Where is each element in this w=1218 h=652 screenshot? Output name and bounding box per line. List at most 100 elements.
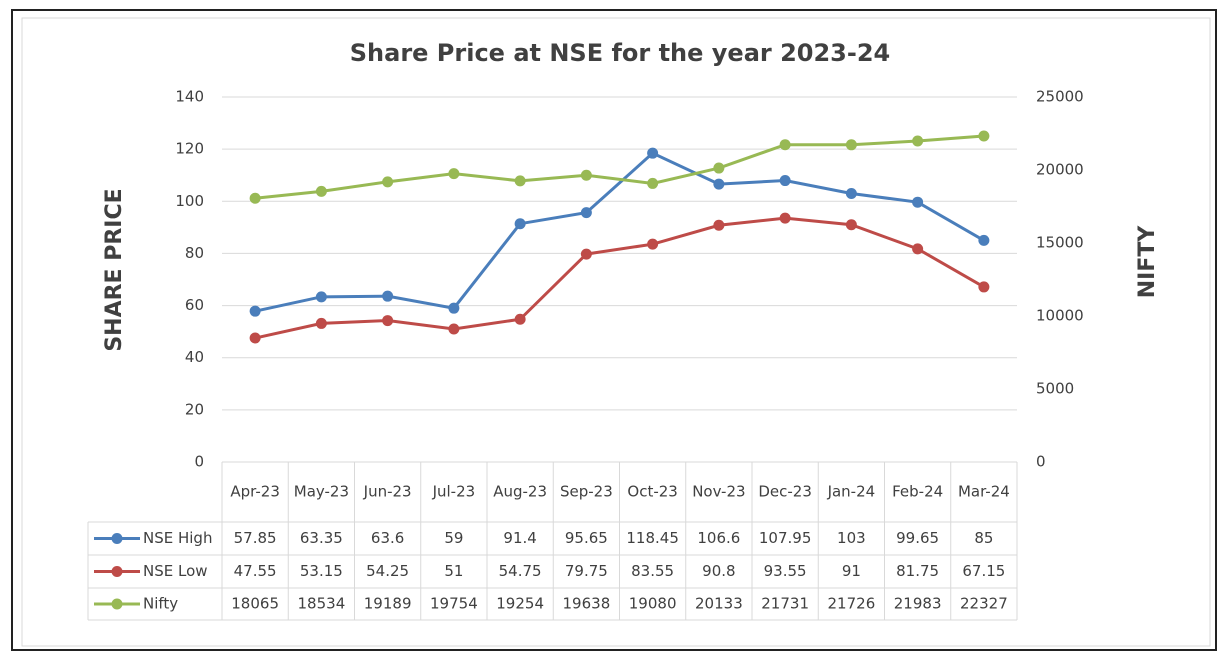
table-value: 54.75 — [499, 562, 542, 580]
table-value: 19080 — [629, 595, 677, 613]
y-tick-label: 140 — [175, 88, 204, 106]
point — [978, 130, 990, 142]
point — [978, 234, 990, 246]
point — [912, 196, 924, 208]
point — [912, 135, 924, 147]
table-value: 90.8 — [702, 562, 735, 580]
table-value: 19638 — [563, 595, 611, 613]
x-tick-label: Jun-23 — [363, 483, 412, 501]
table-value: 91 — [842, 562, 861, 580]
table-value: 21983 — [894, 595, 942, 613]
x-tick-label: Jul-23 — [432, 483, 476, 501]
point — [514, 313, 526, 325]
point — [382, 290, 394, 302]
table-value: 21726 — [828, 595, 876, 613]
point — [580, 248, 592, 260]
y-tick-label: 0 — [194, 453, 204, 471]
point — [315, 291, 327, 303]
table-value: 99.65 — [896, 529, 939, 547]
x-tick-label: Oct-23 — [627, 483, 677, 501]
y-tick-label: 60 — [185, 296, 204, 314]
point — [249, 192, 261, 204]
table-value: 19754 — [430, 595, 478, 613]
point — [315, 185, 327, 197]
point — [647, 147, 659, 159]
point — [448, 323, 460, 335]
point — [580, 207, 592, 219]
point — [249, 332, 261, 344]
point — [713, 162, 725, 174]
table-value: 118.45 — [626, 529, 679, 547]
table-value: 85 — [974, 529, 993, 547]
point — [580, 169, 592, 181]
x-tick-label: Apr-23 — [230, 483, 280, 501]
point — [647, 177, 659, 189]
x-tick-label: May-23 — [294, 483, 349, 501]
x-tick-label: Dec-23 — [758, 483, 812, 501]
point — [845, 219, 857, 231]
legend-label: NSE Low — [143, 562, 208, 580]
series-line — [254, 151, 985, 313]
y2-tick-label: 15000 — [1036, 234, 1084, 252]
y2-tick-label: 0 — [1036, 453, 1046, 471]
table-value: 91.4 — [503, 529, 536, 547]
y2-axis-title: NIFTY — [1135, 225, 1160, 299]
y2-tick-label: 20000 — [1036, 161, 1084, 179]
table-value: 67.15 — [962, 562, 1005, 580]
x-tick-label: Feb-24 — [892, 483, 943, 501]
table-value: 18065 — [231, 595, 279, 613]
table-value: 57.85 — [234, 529, 277, 547]
point — [315, 317, 327, 329]
chart-frame — [21, 17, 1211, 647]
point — [647, 238, 659, 250]
x-tick-label: Mar-24 — [958, 483, 1010, 501]
table-value: 18534 — [298, 595, 346, 613]
y2-tick-label: 25000 — [1036, 88, 1084, 106]
point — [514, 218, 526, 230]
x-tick-label: Jan-24 — [827, 483, 876, 501]
y-tick-label: 20 — [185, 400, 204, 418]
table-value: 103 — [837, 529, 866, 547]
table-value: 47.55 — [234, 562, 277, 580]
x-tick-label: Sep-23 — [560, 483, 613, 501]
point — [382, 315, 394, 327]
x-tick-label: Aug-23 — [493, 483, 547, 501]
legend-marker — [111, 598, 123, 610]
table-value: 54.25 — [366, 562, 409, 580]
x-tick-label: Nov-23 — [692, 483, 745, 501]
table-value: 53.15 — [300, 562, 343, 580]
y-tick-label: 100 — [175, 192, 204, 210]
table-value: 63.35 — [300, 529, 343, 547]
point — [249, 305, 261, 317]
point — [448, 302, 460, 314]
table-value: 51 — [444, 562, 463, 580]
y2-tick-label: 10000 — [1036, 307, 1084, 325]
table-value: 19189 — [364, 595, 412, 613]
legend-marker — [111, 566, 123, 577]
y2-tick-label: 5000 — [1036, 380, 1074, 398]
point — [514, 175, 526, 187]
chart-title: Share Price at NSE for the year 2023-24 — [350, 39, 890, 67]
point — [713, 178, 725, 190]
y-tick-label: 120 — [175, 140, 204, 158]
legend-marker — [111, 533, 123, 544]
table-value: 79.75 — [565, 562, 608, 580]
y-axis-title: SHARE PRICE — [102, 188, 127, 351]
y-tick-label: 80 — [185, 244, 204, 262]
point — [779, 212, 791, 224]
legend-label: Nifty — [143, 595, 178, 613]
table-value: 106.6 — [697, 529, 740, 547]
point — [448, 168, 460, 180]
point — [978, 281, 990, 293]
series-line — [254, 216, 985, 340]
y-tick-label: 40 — [185, 348, 204, 366]
series-line — [254, 134, 984, 200]
table-value: 107.95 — [759, 529, 812, 547]
point — [382, 176, 394, 188]
point — [845, 187, 857, 199]
table-value: 21731 — [761, 595, 809, 613]
table-value: 20133 — [695, 595, 743, 613]
point — [779, 139, 791, 151]
point — [713, 219, 725, 231]
